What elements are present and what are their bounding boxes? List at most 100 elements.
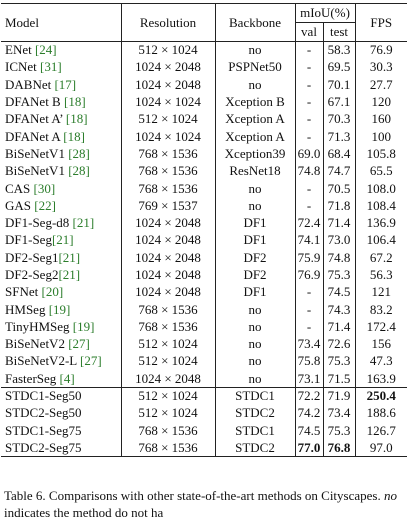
cell-resolution: 1024 × 2048 bbox=[120, 283, 215, 301]
cell-model: FasterSeg [4] bbox=[1, 370, 121, 387]
citation-link[interactable]: [21] bbox=[58, 249, 81, 265]
table-row: STDC2-Seg75 768 × 1536 STDC2 77.0 76.8 97.0 bbox=[1, 439, 408, 458]
cell-resolution: 1024 × 2048 bbox=[120, 266, 215, 284]
cell-test: 68.4 bbox=[322, 145, 356, 163]
citation-link[interactable]: [21] bbox=[72, 215, 95, 231]
cell-backbone: no bbox=[214, 370, 295, 388]
cell-backbone: no bbox=[214, 76, 295, 94]
cell-model: DABNet [17] bbox=[1, 76, 121, 93]
cell-val: 72.4 bbox=[294, 214, 323, 232]
table-row: DF2-Seg2[21] 1024 × 2048 DF2 76.9 75.3 56.3 bbox=[1, 266, 408, 284]
table-row: DF1-Seg[21] 1024 × 2048 DF1 74.1 73.0 106.4 bbox=[1, 231, 408, 250]
cell-test: 70.1 bbox=[322, 76, 356, 94]
model-name: DF1-Seg-d8 bbox=[5, 215, 73, 231]
cell-resolution: 1024 × 1024 bbox=[120, 93, 215, 111]
cell-backbone: Xception B bbox=[214, 93, 295, 111]
cell-backbone: Xception A bbox=[214, 110, 295, 128]
cell-val: - bbox=[294, 179, 323, 198]
cell-fps: 156 bbox=[354, 335, 408, 353]
citation-link[interactable]: [31] bbox=[40, 59, 62, 75]
citation-link[interactable]: [24] bbox=[34, 42, 57, 58]
cell-test: 71.4 bbox=[322, 318, 356, 336]
cell-backbone: no bbox=[214, 179, 295, 198]
citation-link[interactable]: [27] bbox=[79, 353, 102, 369]
cell-test: 75.3 bbox=[322, 266, 356, 284]
model-name: DF2-Seg2 bbox=[5, 267, 59, 282]
model-name: BiSeNetV1 bbox=[5, 145, 69, 161]
cell-resolution: 768 × 1536 bbox=[120, 318, 215, 336]
table-row: DFANet B [18] 1024 × 1024 Xception B -67.1 1… bbox=[1, 93, 408, 111]
cell-model: GAS [22] bbox=[1, 197, 121, 214]
cell-resolution: 1024 × 1024 bbox=[120, 127, 215, 146]
cell-resolution: 512 × 1024 bbox=[120, 110, 215, 128]
cell-val: 73.4 bbox=[294, 335, 323, 353]
caption-text: Table 6. Comparisons with other state-of… bbox=[4, 488, 384, 503]
citation-link[interactable]: [18] bbox=[63, 128, 85, 144]
cell-model: BiSeNetV2 [27] bbox=[1, 336, 121, 353]
table-row: DABNet [17] 1024 × 2048 no -70.1 27.7 bbox=[1, 76, 408, 94]
comparison-table: Model Resolution Backbone mIoU(%) FPS va… bbox=[1, 3, 408, 458]
header-model: Model bbox=[1, 3, 121, 42]
citation-link[interactable]: [21] bbox=[58, 267, 81, 282]
cell-backbone: Xception A bbox=[214, 127, 295, 146]
cell-resolution: 768 × 1536 bbox=[120, 162, 215, 180]
model-name: STDC1-Seg50 bbox=[5, 388, 82, 404]
citation-link[interactable]: [18] bbox=[65, 111, 88, 127]
table-row: ENet [24] 512 × 1024 no -58.3 76.9 bbox=[1, 41, 408, 59]
cell-fps: 83.2 bbox=[354, 300, 408, 319]
citation-link[interactable]: [19] bbox=[72, 318, 95, 334]
cell-model: ENet [24] bbox=[1, 42, 121, 59]
cell-val: 72.2 bbox=[294, 386, 323, 405]
model-name: BiSeNetV1 bbox=[5, 163, 69, 179]
caption-no-word: no bbox=[383, 488, 397, 503]
citation-link[interactable]: [28] bbox=[68, 163, 90, 179]
cell-val: - bbox=[294, 318, 323, 336]
cell-fps: 136.9 bbox=[354, 214, 408, 232]
citation-link[interactable]: [20] bbox=[41, 284, 64, 300]
cell-test: 71.8 bbox=[322, 197, 356, 215]
cell-val: - bbox=[294, 110, 323, 128]
cell-val: 75.8 bbox=[294, 352, 323, 371]
table-row: SFNet [20] 1024 × 2048 DF1-74.5 121 bbox=[1, 283, 408, 301]
cell-backbone: PSPNet50 bbox=[214, 58, 295, 77]
cell-model: DFANet A’ [18] bbox=[1, 111, 121, 128]
cell-resolution: 1024 × 2048 bbox=[120, 231, 215, 250]
cell-val: - bbox=[294, 300, 323, 319]
table-row: BiSeNetV2-L [27] 512 × 1024 no 75.8 75.3 47.3 bbox=[1, 352, 408, 371]
cell-resolution: 512 × 1024 bbox=[120, 41, 215, 59]
cell-test: 58.3 bbox=[322, 41, 356, 59]
citation-link[interactable]: [19] bbox=[48, 301, 71, 317]
cell-val: - bbox=[294, 41, 323, 59]
cell-fps: 56.3 bbox=[354, 266, 408, 284]
cell-val: - bbox=[294, 58, 323, 77]
model-name: DF1-Seg bbox=[5, 232, 52, 248]
table-row: DFANet A’ [18] 512 × 1024 Xception A -70.3 1… bbox=[1, 110, 408, 128]
model-name: STDC2-Seg50 bbox=[5, 405, 82, 421]
model-name: CAS bbox=[5, 180, 34, 196]
cell-model: ICNet [31] bbox=[1, 59, 121, 76]
citation-link[interactable]: [28] bbox=[68, 145, 90, 161]
citation-link[interactable]: [22] bbox=[34, 197, 56, 213]
cell-model: SFNet [20] bbox=[1, 284, 121, 301]
citation-link[interactable]: [18] bbox=[63, 94, 86, 110]
table-row: DFANet A [18] 1024 × 1024 Xception A -71.3 1… bbox=[1, 127, 408, 146]
cell-resolution: 1024 × 2048 bbox=[120, 214, 215, 232]
header-miou: mIoU(%) bbox=[294, 3, 356, 23]
cell-backbone: STDC2 bbox=[214, 439, 295, 458]
cell-test: 74.3 bbox=[322, 300, 356, 319]
cell-model: TinyHMSeg [19] bbox=[1, 318, 121, 335]
citation-link[interactable]: [21] bbox=[51, 232, 74, 248]
cell-model: HMSeg [19] bbox=[1, 301, 121, 318]
cell-model: BiSeNetV2-L [27] bbox=[1, 353, 121, 370]
cell-model: STDC2-Seg75 bbox=[1, 439, 121, 458]
table-row: TinyHMSeg [19] 768 × 1536 no -71.4 172.4 bbox=[1, 318, 408, 336]
citation-link[interactable]: [30] bbox=[33, 180, 56, 196]
cell-val: 77.0 bbox=[294, 439, 323, 458]
citation-link[interactable]: [4] bbox=[59, 370, 75, 386]
citation-link[interactable]: [27] bbox=[68, 336, 90, 352]
table-row: DF2-Seg1[21] 1024 × 2048 DF2 75.9 74.8 67.2 bbox=[1, 249, 408, 267]
cell-val: 69.0 bbox=[294, 145, 323, 163]
cell-val: 76.9 bbox=[294, 266, 323, 284]
citation-link[interactable]: [17] bbox=[54, 76, 77, 92]
cell-backbone: STDC1 bbox=[214, 422, 295, 440]
